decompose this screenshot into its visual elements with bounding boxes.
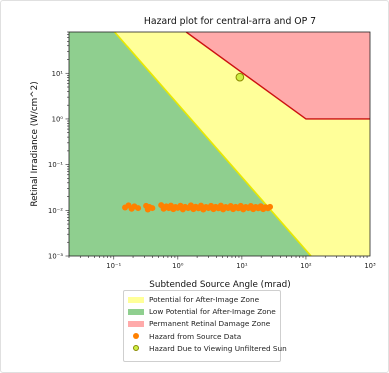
hazard-regions: [69, 32, 370, 256]
y-tick-label: 10⁻²: [48, 207, 63, 215]
y-tick-label: 10⁰: [52, 115, 64, 123]
y-axis-label: Retinal Irradiance (W/cm^2): [30, 81, 40, 206]
x-tick-label: 10⁰: [172, 262, 184, 270]
y-tick-label: 10⁻³: [48, 253, 63, 261]
chart-legend: Potential for After-Image Zone Low Poten…: [123, 290, 287, 362]
x-tick-label: 10⁻¹: [106, 262, 121, 270]
legend-swatch-green: [128, 308, 144, 315]
x-axis-ticks: 10⁻¹ 10⁰ 10¹ 10² 10³: [68, 256, 376, 270]
permanent-damage-boundary-line: [185, 32, 370, 120]
chart-title: Hazard plot for central-arra and OP 7: [144, 16, 316, 27]
x-tick-label: 10¹: [236, 262, 248, 270]
legend-swatch-red: [128, 320, 144, 327]
legend-label: Permanent Retinal Damage Zone: [149, 319, 271, 329]
legend-marker-green-dot: [128, 344, 144, 351]
source-hazard-point: [135, 205, 142, 212]
legend-item-sun-hazard: Hazard Due to Viewing Unfiltered Sun: [128, 343, 287, 354]
y-tick-label: 10¹: [52, 70, 64, 78]
y-axis-ticks: 10⁻³ 10⁻² 10⁻¹ 10⁰ 10¹: [48, 31, 69, 261]
x-tick-label: 10³: [364, 262, 376, 270]
legend-swatch-yellow: [128, 296, 144, 303]
region-low-potential-zone: [69, 32, 312, 256]
legend-marker-orange-dot: [128, 332, 144, 339]
zone-boundaries: [113, 32, 370, 256]
sun-hazard-point: [235, 72, 245, 82]
legend-label: Hazard from Source Data: [149, 331, 242, 341]
legend-item-permanent-damage-zone: Permanent Retinal Damage Zone: [128, 318, 280, 329]
legend-label: Hazard Due to Viewing Unfiltered Sun: [149, 343, 287, 353]
legend-label: Potential for After-Image Zone: [149, 295, 260, 304]
region-permanent-damage-zone: [186, 32, 370, 119]
legend-item-source-hazard: Hazard from Source Data: [128, 331, 280, 342]
x-axis-label: Subtended Source Angle (mrad): [149, 280, 290, 290]
legend-item-after-image-zone: Potential for After-Image Zone: [128, 294, 280, 305]
plot-area-border: [68, 31, 371, 257]
y-tick-label: 10⁻¹: [48, 161, 63, 169]
legend-label: Low Potential for After-Image Zone: [149, 307, 276, 317]
source-hazard-point: [267, 203, 274, 210]
legend-item-low-potential-zone: Low Potential for After-Image Zone: [128, 306, 280, 317]
source-hazard-point: [149, 205, 156, 212]
low-potential-boundary-line: [113, 32, 312, 256]
x-tick-label: 10²: [300, 262, 312, 270]
data-points: [122, 72, 274, 213]
